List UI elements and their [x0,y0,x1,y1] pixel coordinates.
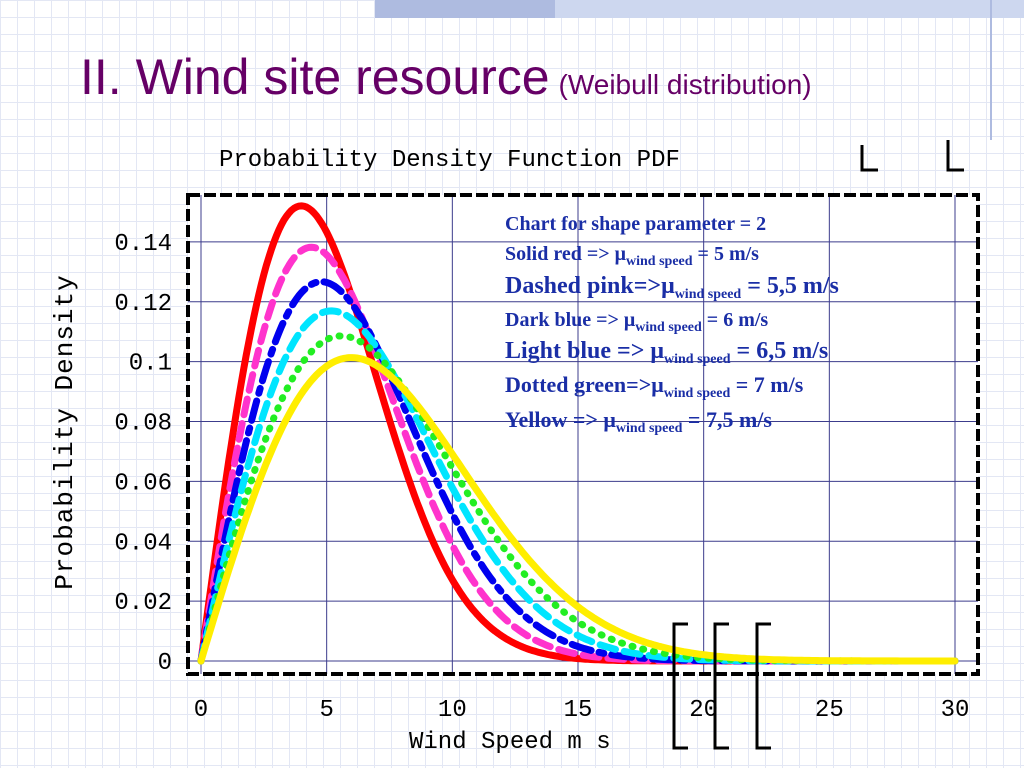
legend-label: Light blue => μ [505,338,664,364]
x-tick-label: 0 [194,697,208,724]
legend-subscript: wind speed [626,254,693,269]
bracket-glyph [946,140,964,172]
legend-subscript: wind speed [635,320,702,335]
y-tick-label: 0.06 [114,470,172,497]
legend-entry: Dark blue => μwind speed = 6 m/s [505,309,768,335]
series-line-5 [197,354,959,665]
plot-area [188,195,978,674]
plot-frame [186,193,980,676]
legend-entry: Solid red => μwind speed = 5 m/s [505,243,759,269]
legend-entry: Dashed pink=>μwind speed = 5,5 m/s [505,273,839,302]
legend-label: Dark blue => μ [505,309,636,331]
y-tick-label: 0 [158,650,172,677]
legend-value: = 6,5 m/s [731,338,829,364]
legend-value: = 5 m/s [693,243,760,265]
x-tick-label: 10 [438,697,467,724]
legend-subscript: wind speed [616,421,683,436]
legend-value: = 5,5 m/s [741,273,839,299]
x-tick-label: 30 [941,697,970,724]
legend-label: Dashed pink=>μ [505,273,675,299]
x-tick-label: 5 [319,697,333,724]
legend-subscript: wind speed [664,352,731,367]
y-tick-label: 0.04 [114,530,172,557]
header-divider [990,0,992,140]
title-subtitle: (Weibull distribution) [558,69,812,100]
x-tick-label: 25 [815,697,844,724]
legend-entry: Chart for shape parameter = 2 [505,213,766,235]
legend-entry: Yellow => μwind speed = 7,5 m/s [505,407,772,436]
legend-value: = 7 m/s [730,372,803,397]
bracket-glyph [713,622,729,750]
series-line-1 [197,243,959,665]
legend-label: Yellow => μ [505,407,616,432]
legend-entry: Dotted green=>μwind speed = 7 m/s [505,372,804,401]
legend-label: Solid red => μ [505,243,627,265]
y-tick-label: 0.02 [114,590,172,617]
y-tick-label: 0.08 [114,411,172,438]
chart-title: Probability Density Function PDF [219,147,680,174]
slide-title: II. Wind site resource (Weibull distribu… [80,48,812,106]
legend-label: Chart for shape parameter = 2 [505,213,766,235]
title-main: II. Wind site resource [80,49,550,105]
legend-subscript: wind speed [664,386,731,401]
y-tick-label: 0.12 [114,291,172,318]
x-axis-label: Wind Speed m s [409,729,611,756]
legend-subscript: wind speed [675,287,742,302]
header-band-accent [375,0,555,18]
bracket-glyph [860,145,878,172]
legend-label: Dotted green=>μ [505,372,664,397]
x-tick-label: 15 [564,697,593,724]
y-tick-label: 0.14 [114,231,172,258]
legend-value: = 6 m/s [702,309,769,331]
bracket-glyph [755,622,771,750]
y-axis-label: Probability Density [50,274,80,589]
legend-entry: Light blue => μwind speed = 6,5 m/s [505,338,828,367]
y-tick-label: 0.1 [129,351,172,378]
x-tick-label: 20 [689,697,718,724]
bracket-glyph [672,622,688,750]
legend-value: = 7,5 m/s [682,407,772,432]
